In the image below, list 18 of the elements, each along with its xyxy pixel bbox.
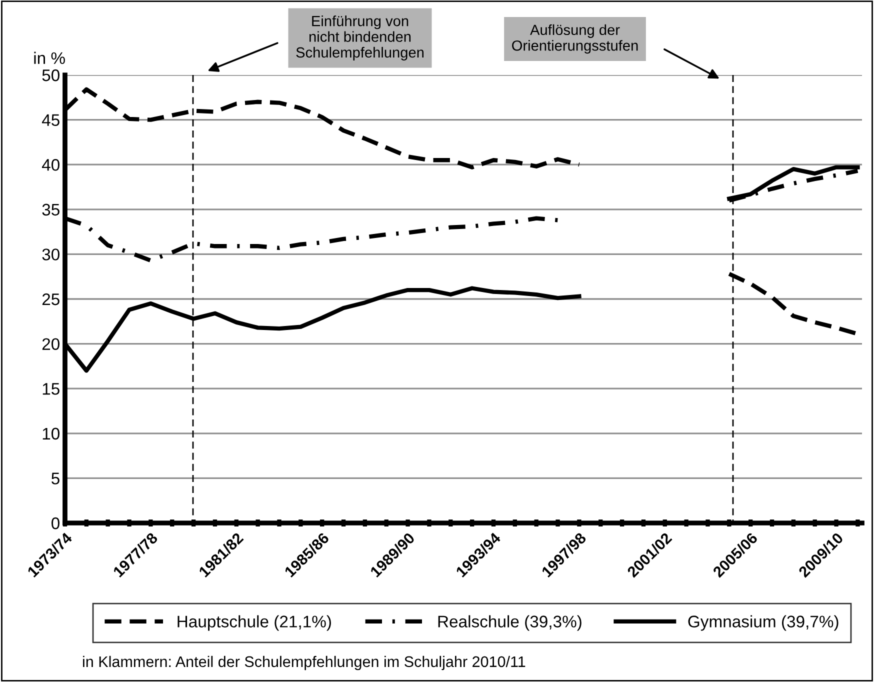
y-axis-title: in % (34, 52, 65, 64)
legend-label: Realschule (39,3%) (438, 615, 582, 631)
y-tick-label: 10 (42, 428, 60, 440)
y-tick-label: 40 (42, 159, 60, 171)
text: Auflösung der Orientierungsstufen (512, 24, 638, 54)
y-tick-label: 50 (42, 69, 60, 82)
y-tick-label: 35 (42, 204, 60, 216)
y-tick-label: 5 (52, 472, 60, 484)
y-tick-label: 0 (52, 517, 60, 530)
text: Einführung von nicht bindenden Schulempfehlungen (296, 15, 424, 61)
legend-label: Hauptschule (21,1%) (178, 615, 331, 631)
y-tick-label: 25 (42, 293, 60, 306)
legend-label: Gymnasium (39,7%) (688, 615, 838, 631)
y-tick-label: 20 (42, 338, 60, 350)
y-tick-label: 15 (42, 383, 60, 395)
y-tick-label: 30 (42, 248, 60, 260)
y-tick-label: 45 (42, 114, 60, 126)
text: in Klammern: Anteil der Schulempfehlungen im Schuljahr 2010/11 (83, 656, 526, 670)
